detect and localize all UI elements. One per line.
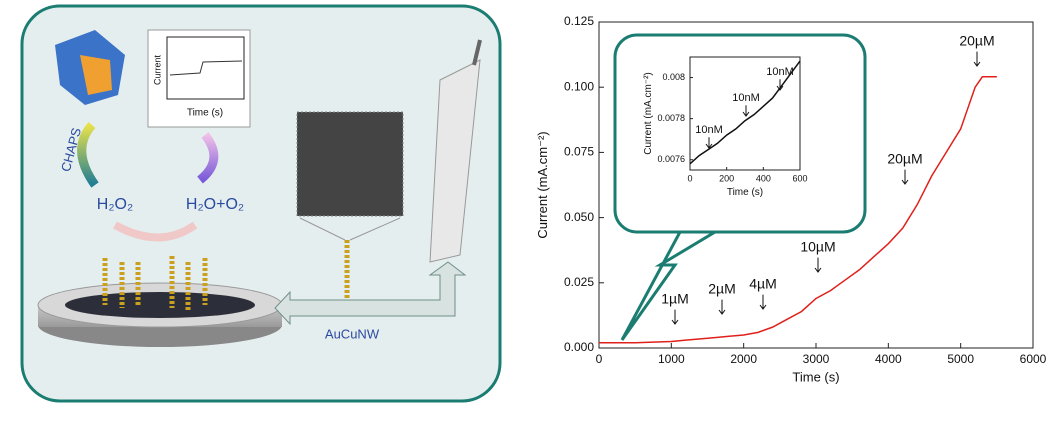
y-tick-label: 0.050 bbox=[564, 210, 594, 224]
annotation: 2µM bbox=[708, 281, 736, 297]
electrode-surface bbox=[65, 292, 255, 318]
process-arrow bbox=[274, 261, 467, 326]
products-label: H₂O+O₂ bbox=[186, 196, 244, 213]
y-axis-label: Current (mA.cm⁻²) bbox=[535, 131, 550, 238]
annotation-arrow bbox=[705, 137, 713, 149]
annotation: 1µM bbox=[661, 291, 689, 307]
annotation-arrow bbox=[901, 169, 909, 185]
arrow bbox=[113, 221, 198, 242]
annotation-arrow bbox=[671, 309, 679, 325]
x-tick-label: 5000 bbox=[947, 352, 974, 366]
annotation-arrow bbox=[718, 299, 726, 315]
mini-plot-xlabel: Time (s) bbox=[187, 108, 223, 119]
y-tick-label: 0.025 bbox=[564, 275, 594, 289]
annotation-arrow bbox=[742, 105, 750, 117]
annotation: 10nM bbox=[695, 124, 723, 136]
electrode-label: AuCuNW bbox=[325, 326, 380, 341]
cell-image bbox=[80, 55, 112, 95]
x-tick-label: 0 bbox=[687, 173, 692, 183]
x-axis-label: Time (s) bbox=[727, 187, 763, 198]
x-tick-label: 600 bbox=[792, 173, 807, 183]
mini-plot-ylabel: Current bbox=[152, 54, 162, 85]
x-axis-label: Time (s) bbox=[792, 369, 839, 384]
inset-frame bbox=[613, 33, 867, 234]
zoom-lines bbox=[299, 217, 401, 241]
x-tick-label: 200 bbox=[719, 173, 734, 183]
electrode-rod bbox=[429, 59, 481, 263]
annotation: 10nM bbox=[766, 66, 794, 78]
x-tick-label: 1000 bbox=[658, 352, 685, 366]
annotation: 10µM bbox=[800, 239, 835, 255]
x-tick-label: 0 bbox=[596, 352, 603, 366]
annotation: 20µM bbox=[887, 151, 922, 167]
annotation: 4µM bbox=[749, 276, 777, 292]
y-tick-label: 0.000 bbox=[564, 340, 594, 354]
annotation: 20µM bbox=[959, 33, 994, 49]
annotation: 10nM bbox=[732, 92, 760, 104]
annotation-arrow bbox=[814, 257, 822, 273]
mini-plot-frame bbox=[166, 36, 245, 100]
x-tick-label: 3000 bbox=[803, 352, 830, 366]
y-axis-label: Current (mA.cm⁻²) bbox=[643, 72, 654, 155]
x-tick-label: 2000 bbox=[730, 352, 757, 366]
nanowires bbox=[102, 240, 350, 310]
y-tick-label: 0.075 bbox=[564, 145, 594, 159]
data-line bbox=[599, 76, 997, 344]
y-tick-label: 0.125 bbox=[564, 14, 594, 28]
reactant-label: H₂O₂ bbox=[97, 196, 133, 213]
y-tick-label: 0.0078 bbox=[657, 113, 685, 123]
data-line bbox=[689, 60, 801, 165]
x-tick-label: 400 bbox=[756, 173, 771, 183]
arrow bbox=[197, 132, 219, 184]
mini-plot bbox=[147, 29, 251, 128]
annotation-arrow bbox=[973, 51, 981, 67]
mini-plot-trace bbox=[169, 60, 243, 76]
plot-frame bbox=[689, 56, 801, 171]
y-tick-label: 0.100 bbox=[564, 79, 594, 93]
x-tick-label: 4000 bbox=[875, 352, 902, 366]
x-tick-label: 6000 bbox=[1020, 352, 1047, 366]
y-tick-label: 0.0076 bbox=[657, 154, 685, 164]
y-tick-label: 0.008 bbox=[662, 72, 685, 82]
annotation-arrow bbox=[759, 294, 767, 310]
electrode-lead bbox=[472, 39, 482, 66]
sem-image bbox=[296, 111, 404, 217]
annotation-arrow bbox=[776, 79, 784, 91]
arrow bbox=[77, 122, 99, 188]
inset-pointer bbox=[620, 230, 721, 341]
